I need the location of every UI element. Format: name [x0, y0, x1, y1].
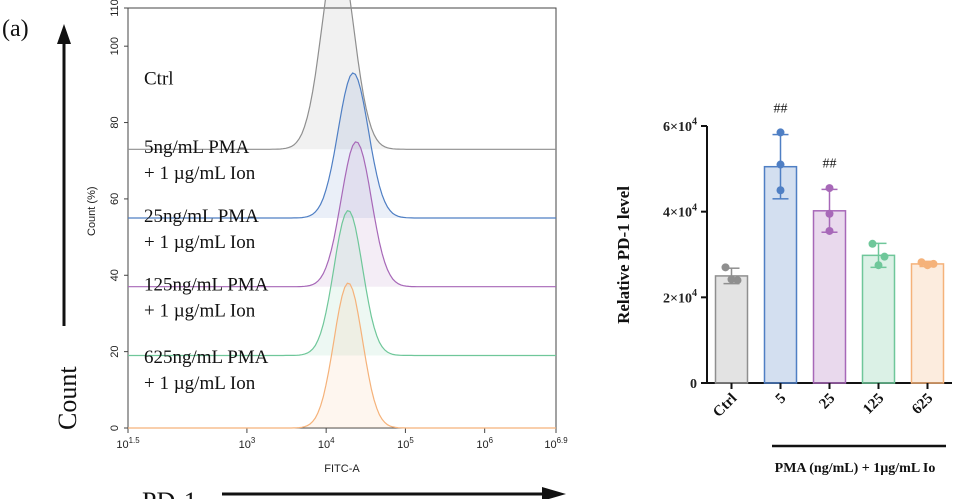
data-point — [776, 186, 785, 195]
histogram-x-tick-label: 103 — [239, 436, 256, 451]
histogram-y-tick-label: 80 — [109, 116, 121, 128]
bar-y-axis-title: Relative PD-1 level — [614, 186, 633, 324]
data-point — [721, 263, 730, 272]
bar-category-label: 125 — [860, 391, 887, 418]
histogram-x-axis-title: FITC-A — [324, 463, 360, 475]
histogram-y-tick-label: 110 — [109, 0, 121, 17]
bar-25 — [812, 210, 847, 384]
data-point — [929, 259, 938, 268]
bar-y-tick-label: 0 — [690, 377, 697, 392]
pd1-arrow — [222, 487, 566, 499]
bar-category-label: 25 — [816, 391, 838, 413]
histogram-y-tick-label: 100 — [109, 37, 121, 55]
bar-category-label: Ctrl — [710, 391, 740, 421]
histogram-y-tick-label: 40 — [109, 269, 121, 281]
histogram-curve-2 — [128, 72, 556, 219]
bar-125 — [861, 254, 896, 384]
data-point — [880, 252, 889, 261]
bar-category-label: 625 — [909, 391, 936, 418]
data-point — [825, 184, 834, 193]
histogram-y-tick-label: 0 — [109, 425, 121, 431]
histogram-fill-5 — [128, 283, 556, 428]
series-label-line2: + 1 µg/mL Ion — [144, 232, 256, 253]
data-point — [825, 209, 834, 218]
histogram-y-axis-title: Count (%) — [86, 186, 98, 236]
bar-y-tick-label: 6×104 — [663, 117, 697, 135]
bar-Ctrl — [714, 275, 749, 384]
histogram-curve-3 — [128, 141, 556, 288]
histogram-curve-4 — [128, 209, 556, 357]
histogram-panel: Count (%) FITC-A 0 20 40 60 80 100 110 101.5 10… — [86, 0, 568, 475]
histogram-y-tick-label: 60 — [109, 193, 121, 205]
data-point — [874, 261, 883, 270]
series-label-line2: + 1 µg/mL Ion — [144, 301, 256, 322]
series-label: Ctrl — [144, 68, 174, 89]
series-label: 125ng/mL PMA — [144, 275, 269, 296]
series-label: 625ng/mL PMA — [144, 347, 269, 368]
histogram-curve-1 — [128, 0, 556, 150]
histogram-x-tick-label: 104 — [318, 436, 335, 451]
series-label: 25ng/mL PMA — [144, 206, 259, 227]
bar-category-label: 5 — [773, 391, 790, 408]
bar-chart-panel: Relative PD-1 level 0 2×104 4×104 6×104 ## #… — [614, 102, 952, 476]
series-label-line2: + 1 µg/mL Ion — [144, 163, 256, 184]
series-label-line2: + 1 µg/mL Ion — [144, 373, 256, 394]
histogram-x-tick-label: 106.9 — [544, 436, 568, 451]
histogram-x-tick-label: 106 — [476, 436, 493, 451]
outer-x-label: PD-1 — [142, 487, 197, 499]
data-point — [868, 239, 877, 248]
histogram-fill-1 — [128, 0, 556, 150]
bar-y-tick-label: 2×104 — [663, 288, 697, 306]
significance-marker: ## — [774, 102, 788, 117]
count-arrow — [57, 24, 71, 326]
histogram-y-tick-label: 20 — [109, 346, 121, 358]
series-label: 5ng/mL PMA — [144, 137, 250, 158]
histogram-x-tick-label: 105 — [397, 436, 414, 451]
data-point — [776, 160, 785, 169]
bar-5 — [763, 165, 798, 384]
bar-625 — [910, 263, 945, 384]
significance-marker: ## — [823, 156, 837, 171]
data-point — [923, 261, 932, 270]
data-point — [727, 275, 736, 284]
data-point — [776, 128, 785, 137]
outer-y-label: Count — [53, 366, 82, 430]
histogram-fill-4 — [128, 210, 556, 356]
data-point — [733, 276, 742, 285]
histogram-fill-3 — [128, 141, 556, 287]
data-point — [825, 226, 834, 235]
panel-label: (a) — [2, 16, 29, 42]
histogram-curve-5 — [128, 282, 556, 429]
bar-x-axis-title: PMA (ng/mL) + 1µg/mL Io — [775, 461, 936, 476]
histogram-x-tick-label: 101.5 — [116, 436, 140, 451]
bar-y-tick-label: 4×104 — [663, 202, 697, 220]
histogram-fill-2 — [128, 73, 556, 218]
data-point — [917, 258, 926, 267]
